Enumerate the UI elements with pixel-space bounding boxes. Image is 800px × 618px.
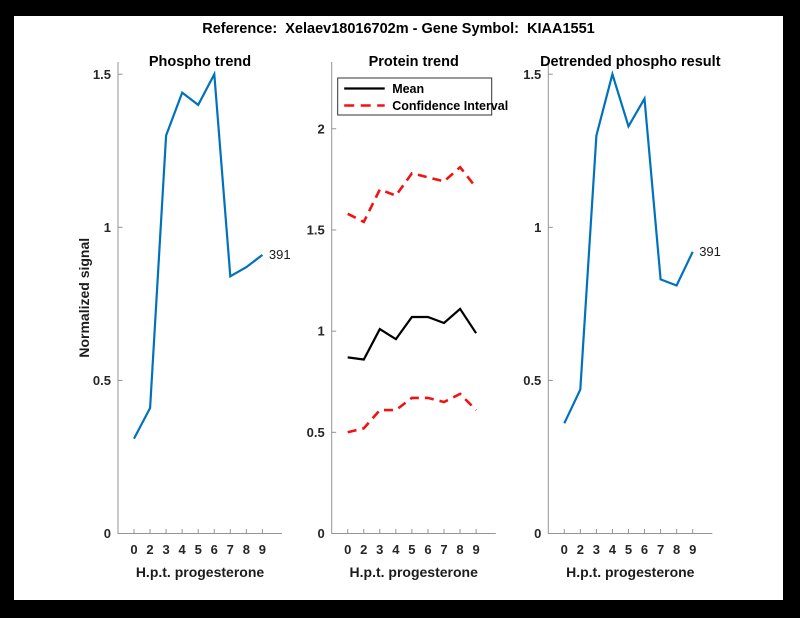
subplot-2-y-tick-label: 2 xyxy=(317,121,324,136)
figure-canvas: Reference: Xelaev18016702m - Gene Symbol… xyxy=(14,16,783,600)
subplot-2-legend-box xyxy=(337,77,493,116)
subplot-3-x-tick-label: 7 xyxy=(657,542,664,557)
subplot-3-x-tick-label: 6 xyxy=(641,542,648,557)
subplot-2-xlabel: H.p.t. progesterone xyxy=(350,564,479,580)
subplot-3-title: Detrended phospho result xyxy=(540,54,721,70)
subplot-3-x-tick-label: 8 xyxy=(673,542,680,557)
subplot-1-x-tick-label: 2 xyxy=(146,542,153,557)
subplot-3-y-tick-label: 0.5 xyxy=(523,373,541,388)
subplot-1-x-tick-label: 5 xyxy=(195,542,202,557)
subplot-2-axes xyxy=(331,62,496,534)
subplot-1-x-tick-label: 0 xyxy=(130,542,137,557)
subplot-1-ylabel: Normalized signal xyxy=(76,238,92,358)
subplot-1-xlabel: H.p.t. progesterone xyxy=(136,564,265,580)
subplot-1-x-tick-label: 6 xyxy=(211,542,218,557)
subplot-2-x-tick-label: 8 xyxy=(456,542,463,557)
subplot-1-series-phospho-trend-line xyxy=(133,70,264,440)
subplot-1-endpoint-label: 391 xyxy=(269,247,291,262)
subplot-1-x-tick-label: 7 xyxy=(227,542,234,557)
subplot-2-x-tick-label: 0 xyxy=(344,542,351,557)
subplot-1-x-tick-label: 3 xyxy=(162,542,169,557)
subplot-1-axes xyxy=(117,62,282,534)
subplot-2-y-tick-label: 1.5 xyxy=(307,223,325,238)
subplot-2-x-tick-label: 6 xyxy=(424,542,431,557)
subplot-3-xlabel: H.p.t. progesterone xyxy=(566,564,695,580)
subplot-2-series-mean-line xyxy=(347,307,478,361)
subplot-3-y-tick-label: 1.5 xyxy=(523,67,541,82)
subplot-2-x-tick-label: 9 xyxy=(472,542,479,557)
subplot-3-x-tick-label: 9 xyxy=(689,542,696,557)
subplot-3-y-tick-label: 1 xyxy=(534,220,541,235)
subplot-1-y-tick-label: 1 xyxy=(104,220,111,235)
subplot-2-y-tick-label: 0 xyxy=(317,526,324,541)
subplot-3-endpoint-label: 391 xyxy=(699,244,721,259)
subplot-2-x-tick-label: 5 xyxy=(408,542,415,557)
subplot-2-y-tick-label: 0.5 xyxy=(307,425,325,440)
subplot-3-axes xyxy=(547,62,713,534)
subplot-3-x-tick-label: 0 xyxy=(561,542,568,557)
subplot-2-series-ci-upper-line xyxy=(347,165,478,224)
figure-title: Reference: Xelaev18016702m - Gene Symbol… xyxy=(202,21,595,37)
subplot-3-x-tick-label: 5 xyxy=(625,542,632,557)
subplot-1-y-tick-label: 1.5 xyxy=(93,67,111,82)
subplot-2-legend-label: Confidence Interval xyxy=(392,99,508,113)
subplot-2-x-tick-label: 7 xyxy=(440,542,447,557)
subplot-1-x-tick-label: 8 xyxy=(243,542,250,557)
subplot-2-title: Protein trend xyxy=(369,54,459,70)
subplot-1-y-tick-label: 0.5 xyxy=(93,373,111,388)
subplot-3-y-tick-label: 0 xyxy=(534,526,541,541)
subplot-2-x-tick-label: 3 xyxy=(376,542,383,557)
subplot-1-title: Phospho trend xyxy=(149,54,251,70)
subplot-2-x-tick-label: 4 xyxy=(392,542,400,557)
subplot-1-x-tick-label: 9 xyxy=(259,542,266,557)
subplot-1-y-tick-label: 0 xyxy=(104,526,111,541)
subplot-1-x-tick-label: 4 xyxy=(179,542,187,557)
subplot-2-legend-label: Mean xyxy=(392,82,424,96)
subplot-3-series-detrended-phospho-line xyxy=(563,70,694,424)
subplot-2-y-tick-label: 1 xyxy=(317,324,324,339)
subplot-3-x-tick-label: 3 xyxy=(593,542,600,557)
subplot-2-series-ci-lower-line xyxy=(347,392,478,434)
subplot-2-x-tick-label: 2 xyxy=(360,542,367,557)
subplot-3-x-tick-label: 4 xyxy=(609,542,617,557)
subplot-3-x-tick-label: 2 xyxy=(577,542,584,557)
